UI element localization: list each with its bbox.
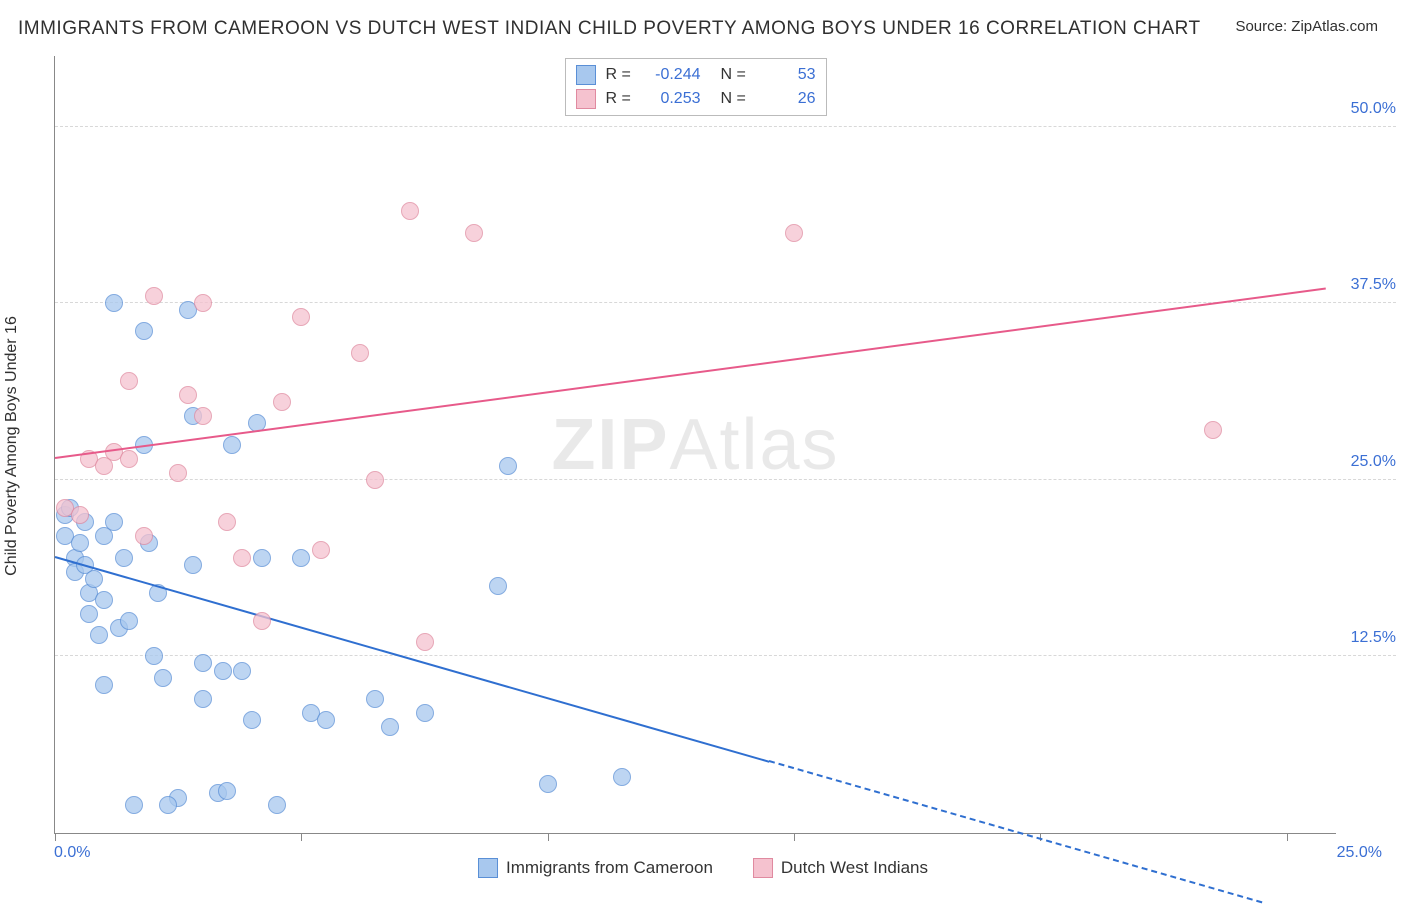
data-point (120, 450, 138, 468)
gridline (55, 126, 1396, 127)
data-point (90, 626, 108, 644)
legend-swatch (576, 89, 596, 109)
legend-swatch (478, 858, 498, 878)
y-tick-label: 12.5% (1341, 629, 1396, 647)
y-tick-label: 25.0% (1341, 453, 1396, 471)
legend-row: R = 0.253 N = 26 (576, 87, 816, 111)
x-tick (548, 833, 549, 841)
legend-n-value: 53 (761, 66, 816, 84)
gridline (55, 655, 1396, 656)
data-point (233, 662, 251, 680)
legend-label: Dutch West Indians (781, 858, 928, 878)
data-point (194, 654, 212, 672)
data-point (184, 556, 202, 574)
data-point (105, 513, 123, 531)
data-point (292, 549, 310, 567)
data-point (243, 711, 261, 729)
watermark: ZIPAtlas (551, 404, 839, 486)
legend-r-label: R = (606, 90, 636, 108)
x-tick (55, 833, 56, 841)
legend-r-value: -0.244 (646, 66, 701, 84)
trend-line (55, 287, 1326, 459)
legend-n-value: 26 (761, 90, 816, 108)
data-point (71, 506, 89, 524)
legend-item: Immigrants from Cameroon (478, 858, 713, 878)
data-point (194, 690, 212, 708)
x-end-label: 25.0% (1337, 844, 1382, 862)
chart-plot-area: ZIPAtlas R =-0.244N =53R =0.253N =26 12.… (54, 56, 1336, 834)
data-point (71, 534, 89, 552)
legend-row: R = -0.244 N = 53 (576, 63, 816, 87)
y-axis-title: Child Poverty Among Boys Under 16 (3, 316, 21, 576)
data-point (401, 202, 419, 220)
data-point (135, 527, 153, 545)
data-point (218, 782, 236, 800)
data-point (351, 344, 369, 362)
gridline (55, 302, 1396, 303)
data-point (317, 711, 335, 729)
data-point (159, 796, 177, 814)
data-point (115, 549, 133, 567)
data-point (268, 796, 286, 814)
data-point (85, 570, 103, 588)
data-point (785, 224, 803, 242)
data-point (292, 308, 310, 326)
y-tick-label: 37.5% (1341, 276, 1396, 294)
data-point (169, 464, 187, 482)
data-point (179, 386, 197, 404)
data-point (312, 541, 330, 559)
data-point (218, 513, 236, 531)
legend-swatch (576, 65, 596, 85)
data-point (366, 690, 384, 708)
series-legend: Immigrants from Cameroon Dutch West India… (478, 858, 928, 878)
trend-line (769, 760, 1262, 903)
legend-swatch (753, 858, 773, 878)
data-point (613, 768, 631, 786)
source-label: Source: ZipAtlas.com (1235, 18, 1378, 35)
data-point (120, 372, 138, 390)
legend-label: Immigrants from Cameroon (506, 858, 713, 878)
legend-r-value: 0.253 (646, 90, 701, 108)
correlation-legend: R = -0.244 N = 53 R = 0.253 N = 26 (565, 58, 827, 116)
y-tick-label: 50.0% (1341, 100, 1396, 118)
data-point (253, 549, 271, 567)
legend-item: Dutch West Indians (753, 858, 928, 878)
data-point (145, 647, 163, 665)
data-point (416, 633, 434, 651)
legend-r-label: R = (606, 66, 636, 84)
data-point (95, 676, 113, 694)
data-point (499, 457, 517, 475)
data-point (1204, 421, 1222, 439)
chart-title: IMMIGRANTS FROM CAMEROON VS DUTCH WEST I… (18, 18, 1201, 40)
data-point (214, 662, 232, 680)
data-point (253, 612, 271, 630)
data-point (125, 796, 143, 814)
data-point (120, 612, 138, 630)
legend-n-label: N = (721, 90, 751, 108)
data-point (223, 436, 241, 454)
data-point (105, 294, 123, 312)
data-point (381, 718, 399, 736)
data-point (135, 322, 153, 340)
data-point (273, 393, 291, 411)
data-point (539, 775, 557, 793)
x-tick (794, 833, 795, 841)
data-point (154, 669, 172, 687)
data-point (465, 224, 483, 242)
data-point (416, 704, 434, 722)
data-point (80, 605, 98, 623)
x-origin-label: 0.0% (54, 844, 90, 862)
x-tick (301, 833, 302, 841)
x-tick (1287, 833, 1288, 841)
data-point (194, 294, 212, 312)
data-point (233, 549, 251, 567)
data-point (145, 287, 163, 305)
data-point (489, 577, 507, 595)
data-point (194, 407, 212, 425)
gridline (55, 479, 1396, 480)
legend-n-label: N = (721, 66, 751, 84)
data-point (366, 471, 384, 489)
data-point (95, 591, 113, 609)
